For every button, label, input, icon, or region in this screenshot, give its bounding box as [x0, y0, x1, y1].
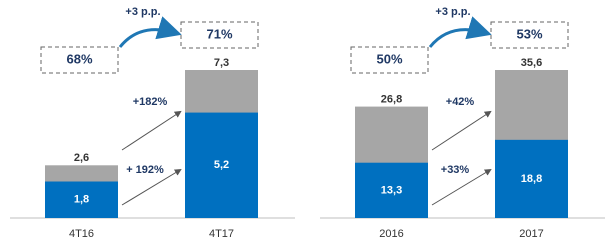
- value-label: 18,8: [521, 173, 542, 185]
- box-label: 68%: [66, 51, 92, 66]
- x-tick-label: 2017: [519, 228, 543, 240]
- value-label: 35,6: [521, 57, 542, 69]
- growth-label: +182%: [133, 96, 168, 108]
- growth-arrow: [431, 168, 492, 206]
- value-label: 5,2: [214, 159, 229, 171]
- growth-arrow: [121, 168, 182, 206]
- change-label: +3 p.p.: [435, 6, 470, 18]
- growth-arrow: [431, 110, 492, 151]
- growth-arrow: [121, 110, 182, 151]
- growth-label: +33%: [441, 164, 470, 176]
- x-tick-label: 2016: [379, 228, 403, 240]
- change-arrow: [118, 16, 182, 48]
- value-label: 13,3: [381, 184, 402, 196]
- value-label: 1,8: [74, 194, 89, 206]
- growth-label: + 192%: [126, 164, 164, 176]
- bar: [355, 162, 428, 218]
- bar: [495, 139, 568, 218]
- label-box: [350, 46, 429, 74]
- value-label: 2,6: [74, 152, 89, 164]
- box-label: 53%: [516, 26, 542, 41]
- box-label: 71%: [206, 26, 232, 41]
- change-arrow: [428, 16, 492, 48]
- value-label: 26,8: [381, 93, 402, 105]
- growth-label: +42%: [446, 96, 475, 108]
- label-box: [40, 46, 119, 74]
- x-tick-label: 4T16: [69, 228, 94, 240]
- box-label: 50%: [376, 51, 402, 66]
- bar: [45, 181, 118, 218]
- bar: [185, 112, 258, 218]
- value-label: 7,3: [214, 57, 229, 69]
- x-tick-label: 4T17: [209, 228, 234, 240]
- change-label: +3 p.p.: [125, 6, 160, 18]
